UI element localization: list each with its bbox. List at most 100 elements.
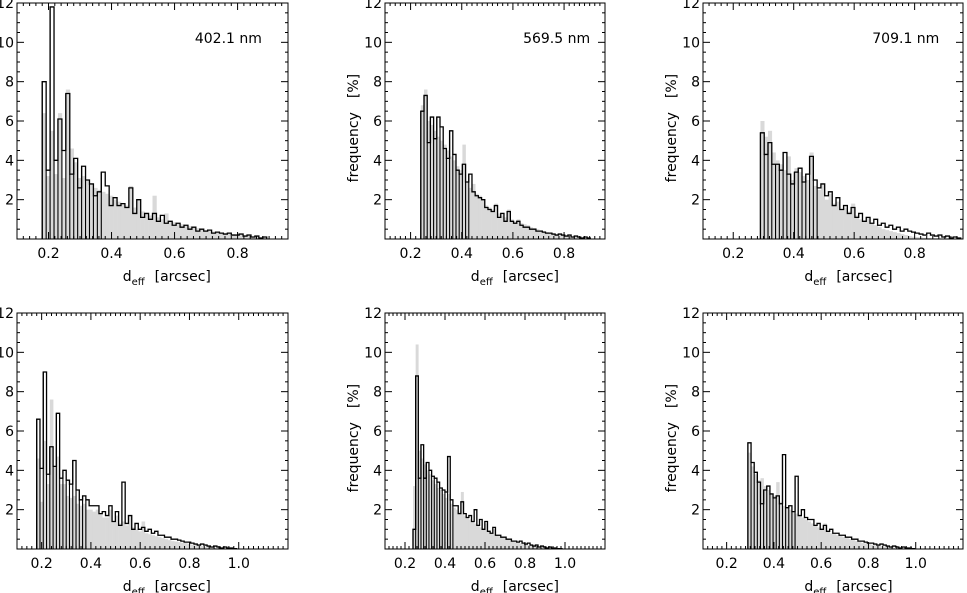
filled-bar [117, 201, 122, 239]
wavelength-label: 569.5 nm [523, 31, 590, 47]
filled-bar [892, 547, 896, 549]
filled-bar [452, 507, 456, 549]
filled-bar [54, 174, 59, 239]
filled-bar [105, 193, 110, 239]
filled-bar [771, 152, 776, 239]
filled-bar [783, 170, 788, 239]
filled-bar [471, 183, 476, 239]
filled-bar [763, 486, 768, 549]
x-axis-title: deff [arcsec] [123, 579, 211, 593]
filled-bar [132, 207, 138, 239]
filled-bar [514, 542, 518, 549]
filled-bar [455, 509, 459, 549]
filled-bar [223, 233, 228, 239]
y-axis-unit: [%] [664, 74, 680, 98]
filled-bar [144, 533, 149, 549]
filled-bar [539, 230, 543, 239]
x-axis-symbol: d [471, 269, 480, 285]
filled-bar [766, 490, 771, 549]
filled-bar [873, 545, 878, 549]
filled-bar [495, 535, 499, 549]
filled-bar [452, 160, 457, 239]
filled-bar [135, 529, 139, 549]
filled-bar [885, 230, 890, 239]
outline-histogram [412, 375, 563, 550]
filled-bar [53, 466, 57, 549]
filled-bar [548, 233, 553, 239]
y-axis-label: frequency [664, 112, 680, 182]
filled-bar [843, 207, 848, 239]
filled-bar [215, 232, 220, 239]
y-tick-label: 6 [5, 114, 14, 130]
filled-bar [886, 547, 890, 549]
filled-bar [92, 511, 96, 549]
filled-bar [187, 226, 193, 239]
filled-bar [59, 484, 64, 549]
x-tick-label: 0.2 [31, 556, 53, 572]
filled-bar [775, 160, 780, 239]
filled-bar [845, 538, 849, 549]
filled-bar [801, 517, 805, 549]
y-tick-label: 8 [373, 75, 382, 91]
filled-bar [809, 152, 814, 239]
filled-bar [128, 515, 133, 549]
x-axis-unit: [arcsec] [503, 269, 559, 285]
filled-bar [813, 185, 818, 239]
filled-bar [491, 209, 495, 239]
x-axis-symbol: d [804, 269, 813, 285]
filled-bar [857, 542, 862, 549]
filled-bar [420, 458, 424, 549]
filled-bar [95, 509, 100, 549]
filled-bar [140, 211, 145, 239]
filled-bar [79, 505, 83, 549]
filled-bar [503, 538, 507, 549]
filled-bar [219, 232, 224, 239]
filled-bar [785, 507, 790, 549]
filled-bar [826, 531, 830, 549]
y-tick-label: 2 [373, 503, 382, 519]
filled-bar [523, 224, 527, 239]
filled-bar [195, 228, 201, 239]
x-tick-label: 0.8 [226, 246, 248, 262]
filled-bar [555, 234, 559, 239]
x-axis-subscript: eff [813, 277, 827, 288]
filled-bar [889, 547, 893, 549]
filled-bar [861, 543, 865, 549]
filled-bar [558, 234, 562, 239]
filled-bar [478, 195, 482, 239]
filled-bar [867, 544, 871, 549]
filled-bar [164, 539, 169, 549]
filled-bar [870, 544, 874, 549]
filled-bar [542, 231, 546, 239]
filled-bar [848, 539, 852, 549]
x-tick-label: 0.6 [502, 246, 524, 262]
y-tick-label: 6 [691, 424, 700, 440]
filled-bar [213, 547, 218, 549]
filled-bar [433, 130, 438, 239]
y-tick-label: 8 [373, 385, 382, 401]
y-axis-label: frequency [346, 422, 362, 492]
filled-bar [428, 474, 432, 549]
filled-bar [538, 547, 541, 549]
filled-bar [184, 543, 188, 549]
filled-bar [892, 232, 897, 239]
filled-bar [883, 546, 887, 549]
filled-bar [46, 176, 51, 239]
y-tick-label: 4 [5, 153, 14, 169]
filled-bar [810, 523, 815, 549]
filled-bar [172, 222, 177, 239]
filled-bar [250, 236, 256, 239]
filled-bar [519, 223, 524, 239]
x-axis-unit: [arcsec] [836, 579, 892, 593]
y-tick-label: 8 [691, 75, 700, 91]
y-axis-label: frequency [346, 112, 362, 182]
y-tick-label: 2 [691, 193, 700, 209]
filled-bar [516, 219, 521, 239]
y-tick-label: 10 [0, 345, 14, 361]
filled-bar [98, 513, 103, 549]
filled-bar [66, 495, 70, 549]
wavelength-label: 709.1 nm [872, 31, 939, 47]
filled-bar [540, 547, 544, 549]
filled-bar [516, 543, 520, 549]
